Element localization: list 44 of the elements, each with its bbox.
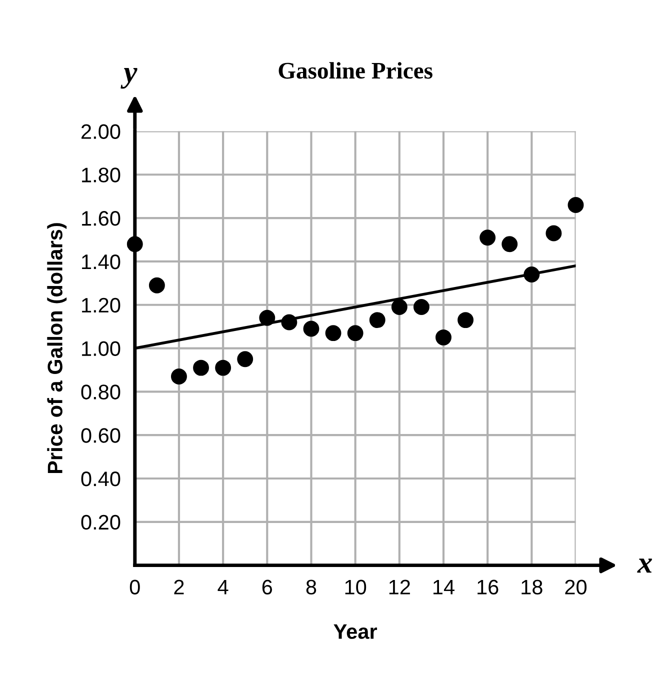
point [148, 277, 165, 294]
x-tick-label: 6 [262, 580, 272, 595]
point [502, 236, 518, 252]
point [480, 230, 496, 246]
y-tick-label: 0.20 [81, 514, 120, 530]
point [193, 360, 209, 376]
point [369, 312, 386, 328]
x-tick-label: 14 [433, 580, 454, 594]
point [391, 299, 408, 316]
x-tick-label: 12 [389, 580, 410, 594]
x-tick-label: 0 [130, 580, 140, 595]
chart-title: Gasoline Prices [278, 62, 432, 79]
y-tick-label: 2.00 [82, 124, 120, 139]
point [303, 320, 320, 337]
y-axis-title: Price of a Gallon (dollars) [47, 223, 67, 474]
x-tick-label: 18 [522, 580, 542, 595]
x-tick-label: 8 [306, 580, 316, 595]
y-tick-label: 1.60 [82, 211, 120, 226]
point [436, 329, 452, 346]
x-tick-label: 4 [218, 580, 228, 594]
point [171, 368, 187, 384]
y-tick-label: 1.40 [82, 254, 120, 270]
y-tick-label: 0.40 [81, 472, 120, 486]
x-tick-label: 10 [345, 580, 366, 595]
y-tick-label: 1.80 [82, 168, 120, 182]
text: y [120, 68, 138, 89]
y-tick-label: 0.60 [81, 428, 120, 443]
point [347, 325, 364, 342]
point [546, 225, 562, 242]
x-tick-label: 16 [478, 580, 498, 595]
point [413, 299, 430, 316]
y-tick-label: 1.20 [82, 298, 120, 313]
y-tick-label: 1.00 [82, 341, 120, 356]
point [215, 360, 232, 376]
x-axis-title: Year [334, 624, 378, 639]
point [126, 236, 143, 252]
point [237, 351, 254, 368]
x-tick-label: 20 [565, 580, 587, 595]
point [325, 325, 342, 342]
point [458, 312, 474, 328]
x-tick-label: 2 [174, 580, 184, 594]
point [568, 197, 584, 214]
text: x [637, 558, 652, 573]
y-tick-label: 0.80 [81, 384, 120, 400]
